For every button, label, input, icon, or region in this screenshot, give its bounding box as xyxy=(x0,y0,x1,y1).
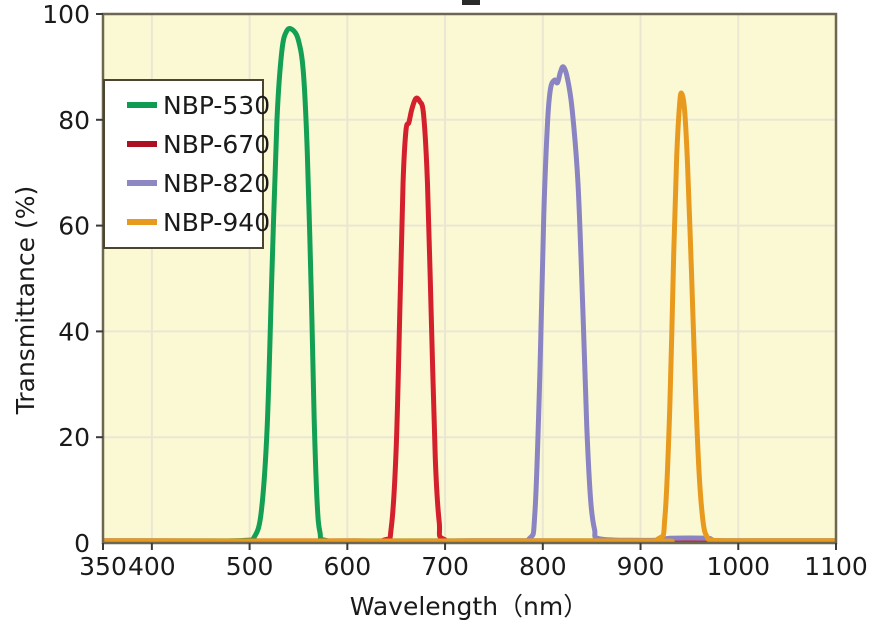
legend-item-nbp-820[interactable]: NBP-820 xyxy=(127,169,270,198)
legend-item-nbp-670[interactable]: NBP-670 xyxy=(127,130,270,159)
x-tick-label: 1100 xyxy=(804,552,868,581)
title-fragment xyxy=(462,0,480,5)
x-tick-label: 400 xyxy=(128,552,176,581)
y-axis: 0 20 40 60 80 100 xyxy=(42,0,103,558)
y-tick-label: 60 xyxy=(58,212,90,241)
x-tick-label: 350 xyxy=(79,552,127,581)
x-tick-label: 600 xyxy=(323,552,371,581)
x-tick-label: 700 xyxy=(421,552,469,581)
x-axis: 350 400 500 600 700 800 900 1000 1100 xyxy=(79,543,868,581)
data-series-layer xyxy=(103,26,836,543)
series-nbp-670 xyxy=(103,95,836,543)
series-line-nbp-670 xyxy=(103,95,836,543)
x-tick-label: 500 xyxy=(226,552,274,581)
y-tick-label: 100 xyxy=(42,0,90,29)
x-tick-label: 900 xyxy=(617,552,665,581)
legend-item-nbp-940[interactable]: NBP-940 xyxy=(127,208,270,237)
y-tick-label: 0 xyxy=(74,529,90,558)
legend-item-label: NBP-820 xyxy=(163,169,270,198)
x-tick-label: 1000 xyxy=(706,552,770,581)
legend-item-nbp-530[interactable]: NBP-530 xyxy=(127,91,270,120)
legend-item-label: NBP-670 xyxy=(163,130,270,159)
y-tick-label: 80 xyxy=(58,106,90,135)
x-tick-label: 800 xyxy=(519,552,567,581)
series-nbp-940 xyxy=(103,90,836,543)
plot-area-border xyxy=(101,12,838,545)
legend: NBP-530 NBP-670 NBP-820 NBP-940 xyxy=(103,79,270,249)
y-tick-label: 20 xyxy=(58,423,90,452)
series-line-nbp-940 xyxy=(103,90,836,543)
legend-items: NBP-530 NBP-670 NBP-820 NBP-940 xyxy=(127,91,270,237)
y-tick-label: 40 xyxy=(58,317,90,346)
x-axis-title: Wavelength（nm） xyxy=(350,592,589,621)
legend-item-label: NBP-940 xyxy=(163,208,270,237)
y-axis-title: Transmittance (%) xyxy=(11,186,40,415)
legend-item-label: NBP-530 xyxy=(163,91,270,120)
